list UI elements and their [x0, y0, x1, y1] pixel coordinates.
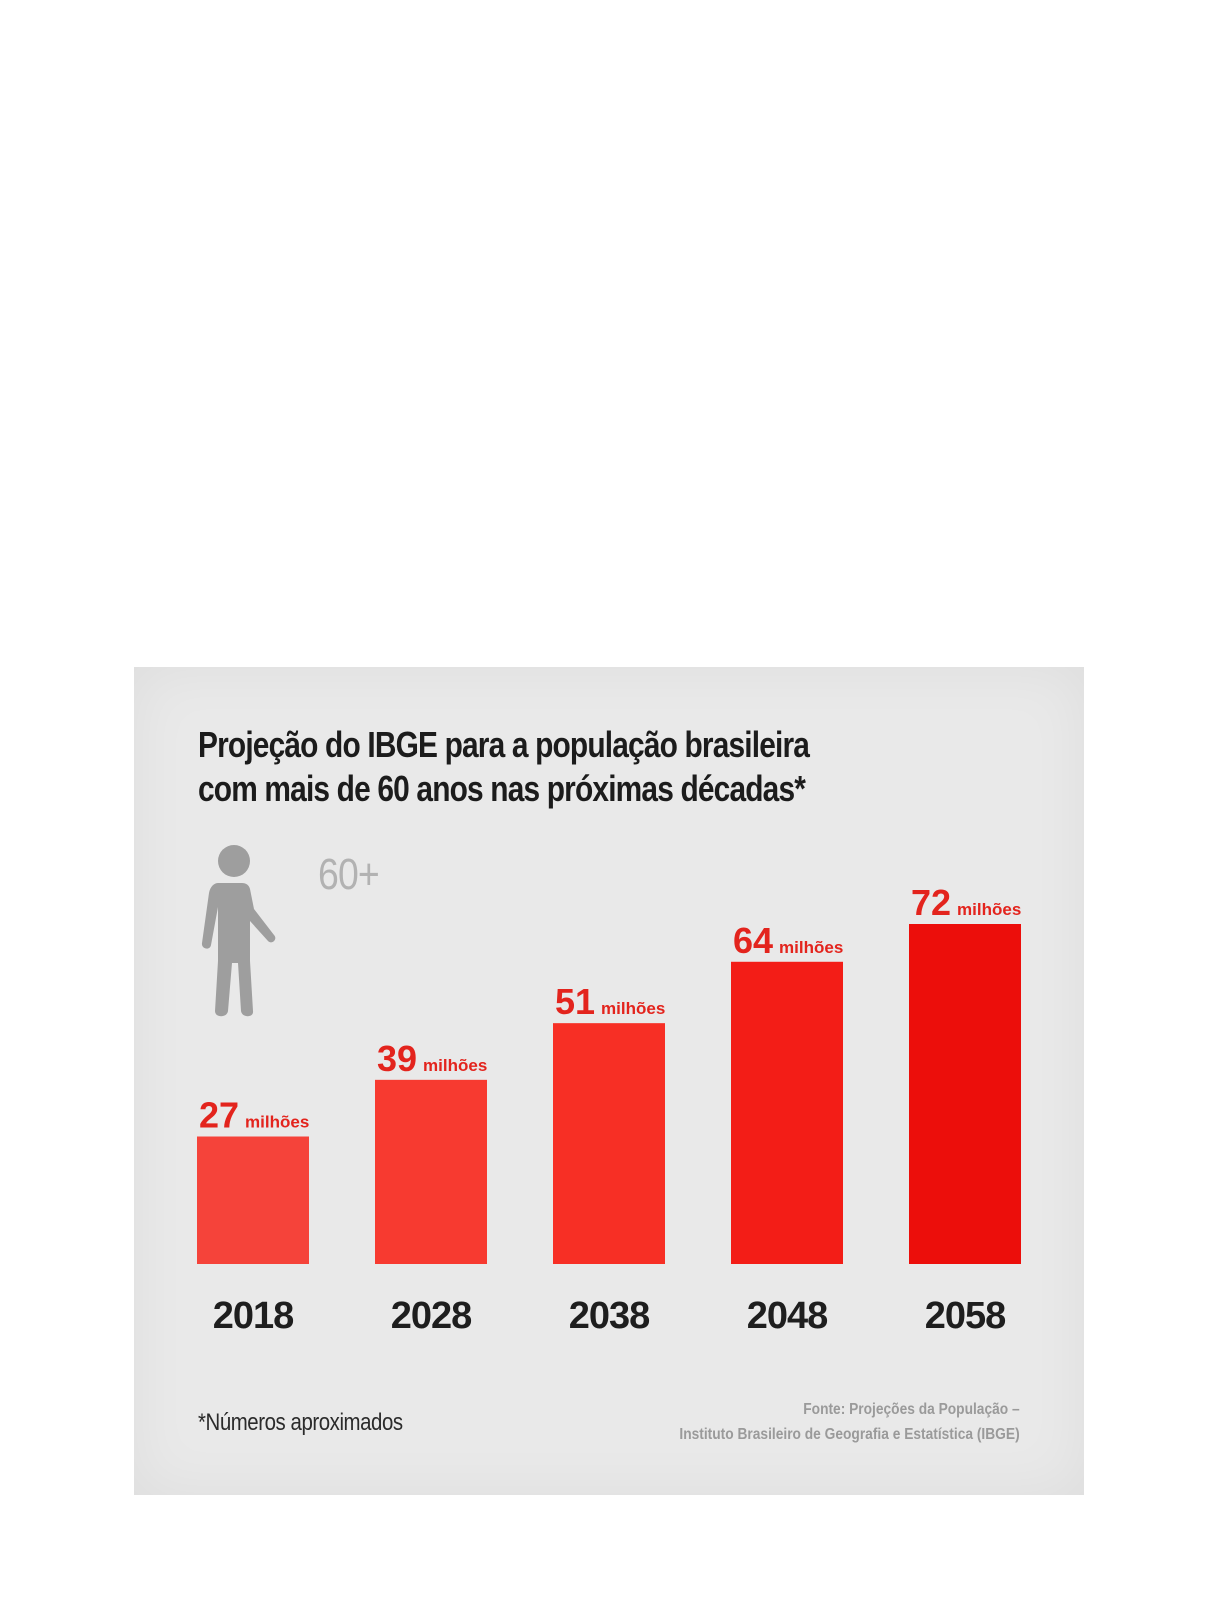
- footnote: *Números aproximados: [198, 1409, 403, 1436]
- data-label-2058: 72 milhões: [911, 882, 1021, 923]
- bar-chart: 27 milhões 2018 39 milhões 2028 51 milhões 2038 6…: [197, 882, 1021, 1337]
- x-tick-2018: 2018: [213, 1295, 294, 1337]
- source-note: Fonte: Projeções da População – Institut…: [680, 1397, 1020, 1447]
- infographic-card: Projeção do IBGE para a população brasil…: [134, 667, 1084, 1495]
- bar-2028: [375, 1079, 487, 1264]
- elderly-person-icon-group: 60+: [196, 843, 380, 1018]
- x-tick-2028: 2028: [391, 1295, 472, 1337]
- age-badge: 60+: [318, 850, 380, 899]
- data-label-2038: 51 milhões: [555, 981, 665, 1022]
- x-tick-2048: 2048: [747, 1295, 828, 1337]
- data-label-2028: 39 milhões: [377, 1038, 487, 1079]
- bar-2058: [909, 924, 1021, 1264]
- elderly-person-icon: [201, 845, 276, 1017]
- x-tick-2038: 2038: [569, 1295, 650, 1337]
- source-line-2: Instituto Brasileiro de Geografia e Esta…: [679, 1426, 1020, 1443]
- bar-2018: [197, 1136, 309, 1264]
- chart-title-line-1: Projeção do IBGE para a população brasil…: [198, 724, 810, 765]
- bar-2038: [553, 1023, 665, 1264]
- chart-title: Projeção do IBGE para a população brasil…: [198, 723, 829, 811]
- x-tick-2058: 2058: [925, 1295, 1006, 1337]
- data-label-2048: 64 milhões: [733, 920, 843, 961]
- data-label-2018: 27 milhões: [199, 1095, 309, 1136]
- chart-title-line-2: com mais de 60 anos nas próximas décadas…: [198, 768, 806, 809]
- source-line-1: Fonte: Projeções da População –: [803, 1401, 1020, 1418]
- bar-2048: [731, 961, 843, 1264]
